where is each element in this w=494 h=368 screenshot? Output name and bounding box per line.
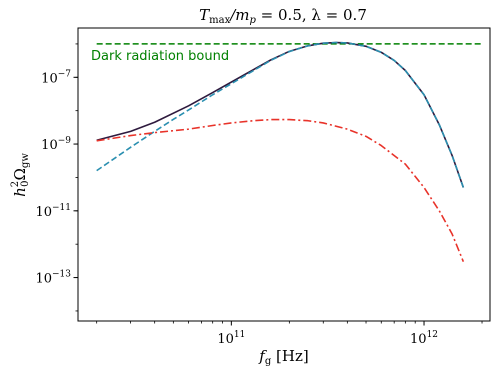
y-tick-label: 10−11 <box>35 203 71 220</box>
x-axis-label: fg [Hz] <box>258 347 308 367</box>
y-tick-label: 10−13 <box>35 270 71 287</box>
dark-radiation-annotation: Dark radiation bound <box>91 49 229 64</box>
x-tick-exp: 11 <box>234 330 245 340</box>
xlabel-f-sub: g <box>265 356 272 367</box>
y-tick-label: 10−7 <box>41 69 71 86</box>
title-t-sub: max <box>209 15 230 26</box>
y-tick-base: 10 <box>35 272 52 287</box>
series-line-3 <box>96 118 465 262</box>
title-mp-sub: p <box>250 15 257 26</box>
y-tick-exp: −13 <box>52 270 71 280</box>
x-tick-label: 1011 <box>217 330 245 347</box>
series-layer <box>96 41 465 262</box>
chart-title: Tmax/mp = 0.5, λ = 0.7 <box>199 6 367 26</box>
title-mp: /m <box>228 6 249 24</box>
y-tick-exp: −11 <box>52 203 71 213</box>
series-line-2 <box>96 41 465 188</box>
ylabel-h-sub: 0 <box>20 180 31 186</box>
y-tick-base: 10 <box>41 71 58 86</box>
x-tick-base: 10 <box>410 332 427 347</box>
title-t: T <box>199 6 210 24</box>
ylabel-h: h <box>11 187 29 197</box>
x-tick-base: 10 <box>217 332 234 347</box>
xlabel-unit: [Hz] <box>271 347 308 365</box>
y-tick-exp: −9 <box>58 136 72 146</box>
y-tick-exp: −7 <box>58 69 72 79</box>
y-tick-label: 10−9 <box>41 136 71 153</box>
x-tick-exp: 12 <box>427 330 438 340</box>
ylabel-omega-sub: gw <box>20 153 31 168</box>
y-tick-base: 10 <box>41 138 58 153</box>
series-line-1 <box>96 41 465 188</box>
plot-area <box>77 27 491 322</box>
y-tick-base: 10 <box>35 205 52 220</box>
xlabel-f: f <box>258 347 267 365</box>
ylabel-omega: Ω <box>11 168 29 180</box>
title-rest: = 0.5, λ = 0.7 <box>256 6 367 24</box>
x-tick-label: 1012 <box>410 330 438 347</box>
y-axis-label: h20Ωgw <box>10 153 31 197</box>
ylabel-h-sup: 2 <box>10 181 21 187</box>
